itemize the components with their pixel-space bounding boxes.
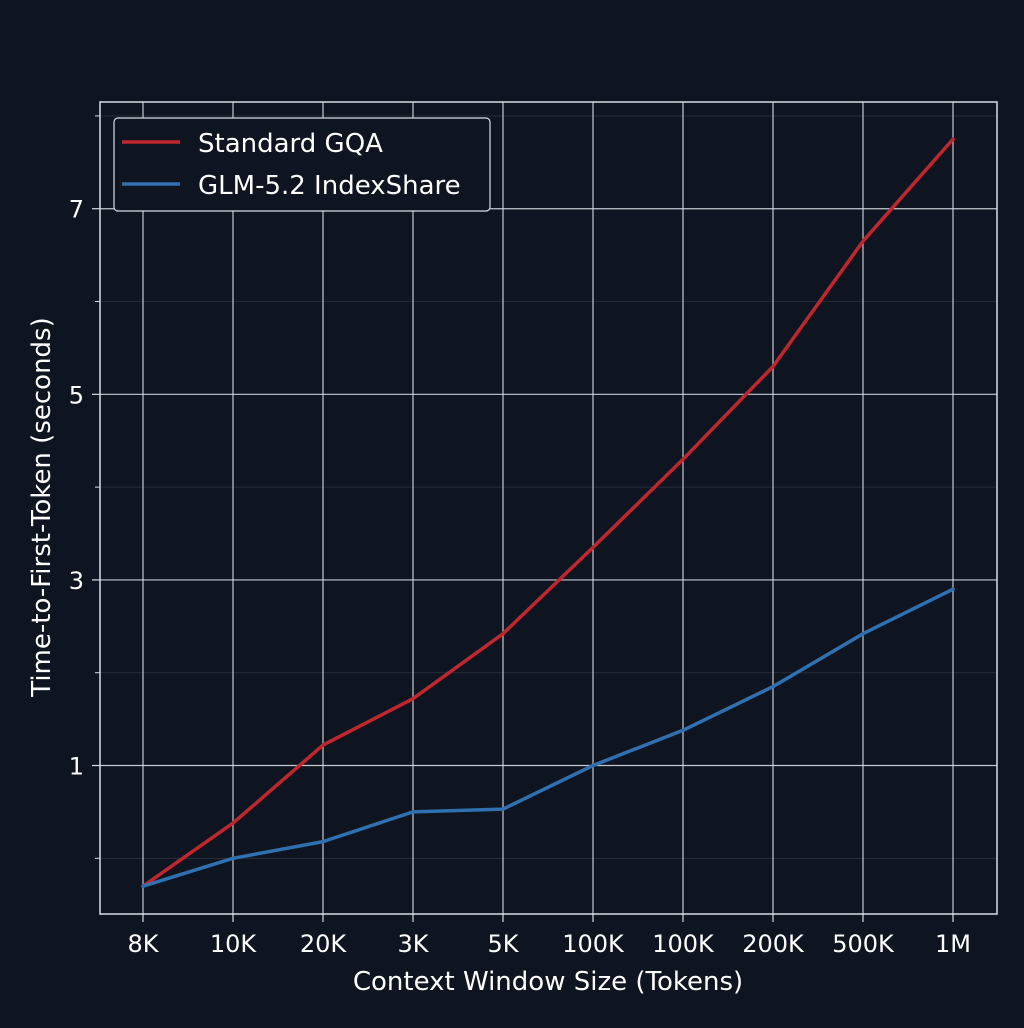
x-tick-label: 200K	[742, 930, 805, 958]
series-lines	[141, 137, 955, 888]
x-tick-label: 8K	[127, 930, 159, 958]
x-tick-label: 10K	[210, 930, 258, 958]
x-tick-label: 500K	[832, 930, 895, 958]
x-tick-label: 100K	[562, 930, 625, 958]
y-tick-label: 3	[69, 567, 84, 595]
x-axis-ticks: 8K 10K 20K 3K 5K 100K 100K 200K 500K 1M	[127, 914, 971, 958]
legend-box	[113, 117, 491, 212]
grid	[100, 102, 997, 914]
plot-frame	[99, 101, 998, 915]
y-tick-label: 7	[69, 196, 84, 224]
series-line-1	[141, 587, 955, 888]
x-tick-label: 3K	[397, 930, 429, 958]
y-tick-label: 5	[69, 381, 84, 409]
x-axis-label: Context Window Size (Tokens)	[353, 967, 743, 997]
legend-label-standard-gqa: Standard GQA	[198, 129, 383, 159]
x-tick-label: 20K	[300, 930, 348, 958]
x-tick-label: 100K	[652, 930, 715, 958]
x-tick-label: 5K	[487, 930, 519, 958]
y-axis-ticks: 1 3 5 7	[69, 115, 100, 859]
series-line-0	[141, 137, 955, 888]
legend-label-glm-indexshare: GLM-5.2 IndexShare	[198, 171, 461, 201]
x-tick-label: 1M	[935, 930, 971, 958]
y-axis-label: Time-to-First-Token (seconds)	[27, 317, 57, 698]
y-tick-label: 1	[69, 753, 84, 781]
legend: Standard GQA GLM-5.2 IndexShare	[113, 117, 491, 212]
